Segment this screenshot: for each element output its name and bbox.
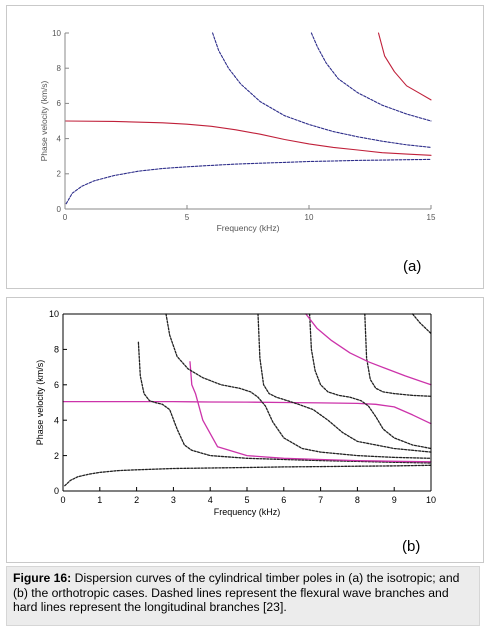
x-tick-label: 2 <box>134 495 139 505</box>
series-line-9 <box>305 313 432 386</box>
y-tick-label: 6 <box>57 99 62 108</box>
panel-label-a: (a) <box>403 258 422 275</box>
panel-label-b: (b) <box>402 538 421 555</box>
y-tick-label: 8 <box>57 64 62 73</box>
y-tick-label: 10 <box>49 309 59 319</box>
x-tick-label: 5 <box>244 495 249 505</box>
series-line-1 <box>64 464 432 487</box>
x-tick-label: 10 <box>305 213 314 222</box>
y-tick-label: 8 <box>54 345 59 355</box>
y-axis-label: Phase velocity (km/s) <box>39 80 49 161</box>
y-tick-label: 4 <box>57 134 62 143</box>
series-line-8 <box>364 313 432 397</box>
y-tick-label: 6 <box>54 380 59 390</box>
series-line-4 <box>189 361 432 463</box>
y-tick-label: 0 <box>54 486 59 496</box>
y-tick-label: 0 <box>57 205 62 214</box>
series-line-2 <box>64 120 432 156</box>
x-axis-label: Frequency (kHz) <box>214 507 281 517</box>
x-tick-label: 15 <box>427 213 436 222</box>
series-line-5 <box>165 313 432 459</box>
x-tick-label: 10 <box>426 495 436 505</box>
x-axis-label: Frequency (kHz) <box>217 223 280 233</box>
series-line-3 <box>212 32 432 148</box>
figure-panel-b <box>6 297 484 563</box>
series-line-7 <box>308 313 432 450</box>
x-tick-label: 5 <box>185 213 190 222</box>
series-line-3 <box>137 341 432 464</box>
x-tick-label: 3 <box>171 495 176 505</box>
x-tick-label: 9 <box>392 495 397 505</box>
y-tick-label: 2 <box>57 170 62 179</box>
series-line-10 <box>411 313 432 335</box>
x-tick-label: 6 <box>281 495 286 505</box>
figure-caption: Figure 16: Dispersion curves of the cyli… <box>6 566 480 626</box>
y-axis-label: Phase velocity (km/s) <box>35 360 45 446</box>
series-line-4 <box>310 32 432 122</box>
caption-label: Figure 16: <box>13 571 72 585</box>
y-tick-label: 4 <box>54 415 59 425</box>
y-tick-label: 10 <box>52 29 61 38</box>
x-tick-label: 8 <box>355 495 360 505</box>
x-tick-label: 4 <box>208 495 213 505</box>
series-line-5 <box>377 32 432 101</box>
x-tick-label: 0 <box>63 213 68 222</box>
y-tick-label: 2 <box>54 451 59 461</box>
series-line-2 <box>62 400 432 425</box>
x-tick-label: 0 <box>60 495 65 505</box>
x-tick-label: 7 <box>318 495 323 505</box>
caption-text: Dispersion curves of the cylindrical tim… <box>13 571 460 615</box>
series-line-1 <box>65 158 432 205</box>
figure-panel-a <box>6 5 484 289</box>
series-line-6 <box>257 313 432 453</box>
x-tick-label: 1 <box>97 495 102 505</box>
